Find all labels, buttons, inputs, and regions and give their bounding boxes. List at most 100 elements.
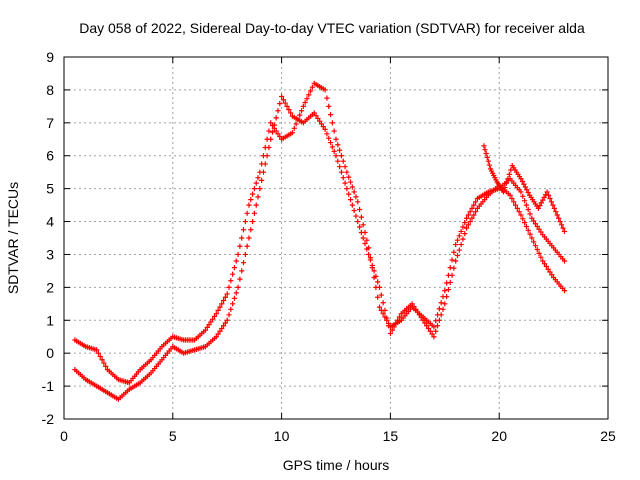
data-point — [230, 271, 236, 277]
y-tick-label: 6 — [46, 148, 54, 164]
x-tick-label: 10 — [274, 428, 290, 444]
data-point — [453, 258, 459, 264]
data-point — [384, 317, 390, 323]
data-point — [333, 136, 339, 142]
tick-labels: 0 5 10 15 20 25 -2 -1 0 1 2 3 4 5 6 7 8 9 — [42, 49, 616, 444]
data-point — [560, 225, 566, 231]
data-point — [353, 213, 359, 219]
data-point — [295, 116, 301, 123]
data-point — [509, 195, 515, 202]
data-point — [94, 347, 100, 353]
y-axis-label: SDTVAR / TECUs — [5, 182, 21, 294]
data-point — [269, 122, 276, 129]
data-point — [380, 311, 386, 317]
data-point — [471, 212, 477, 218]
data-point — [440, 294, 446, 300]
data-point — [366, 245, 372, 251]
data-point — [544, 189, 550, 195]
y-tick-label: 1 — [46, 312, 54, 328]
data-point — [454, 252, 461, 259]
data-point — [375, 294, 381, 300]
data-point — [260, 153, 267, 159]
data-point — [219, 325, 225, 332]
data-point — [297, 112, 303, 118]
data-point — [469, 205, 475, 211]
data-point — [433, 318, 439, 324]
data-point — [447, 265, 453, 271]
data-point — [237, 276, 243, 282]
data-point — [335, 158, 341, 164]
data-point — [456, 247, 462, 253]
data-point — [213, 311, 219, 317]
data-point — [97, 353, 103, 360]
data-point — [286, 107, 292, 113]
data-point — [240, 227, 247, 233]
data-point — [387, 330, 393, 337]
data-point — [520, 193, 526, 199]
data-point — [331, 148, 337, 154]
data-point — [535, 205, 541, 211]
data-point — [427, 328, 433, 334]
data-point — [224, 291, 230, 297]
data-point — [503, 180, 510, 186]
data-point — [380, 300, 386, 306]
data-point — [514, 205, 520, 211]
data-point — [518, 176, 524, 182]
data-point — [358, 214, 364, 220]
data-point — [103, 363, 109, 369]
data-point — [525, 189, 531, 196]
data-point — [462, 220, 468, 226]
data-point — [545, 266, 551, 272]
data-point — [257, 169, 263, 175]
data-point — [259, 177, 265, 184]
data-point — [507, 192, 513, 198]
data-point — [396, 314, 403, 320]
data-point — [520, 216, 526, 222]
data-point — [371, 274, 377, 281]
data-point — [547, 195, 553, 202]
data-point — [335, 142, 341, 148]
data-point — [378, 307, 384, 313]
data-point — [249, 191, 256, 197]
data-point — [356, 224, 363, 230]
series-track-a — [72, 93, 568, 402]
data-point — [529, 235, 535, 241]
data-point — [540, 258, 546, 264]
data-point — [233, 258, 239, 264]
data-point — [356, 206, 363, 213]
data-point — [467, 218, 473, 225]
data-point — [481, 143, 487, 149]
data-point — [557, 218, 563, 225]
data-point — [351, 189, 357, 195]
data-point — [264, 136, 270, 142]
data-point — [338, 153, 345, 159]
data-point — [233, 290, 239, 296]
data-point — [219, 301, 225, 307]
data-point — [253, 202, 259, 208]
data-point — [208, 319, 214, 325]
data-point — [531, 239, 537, 245]
data-point — [99, 357, 105, 363]
y-tick-label: 7 — [46, 115, 54, 131]
data-point — [239, 268, 245, 274]
data-point — [460, 236, 466, 242]
data-point — [288, 110, 294, 116]
data-point — [518, 212, 524, 218]
data-point — [525, 227, 531, 233]
grid-lines — [64, 57, 608, 419]
data-point — [313, 113, 319, 119]
data-point — [300, 103, 306, 109]
data-point — [505, 176, 511, 182]
data-point — [444, 280, 450, 286]
data-point — [324, 95, 330, 101]
data-point — [340, 158, 346, 164]
data-point — [465, 212, 471, 218]
data-point — [224, 317, 230, 323]
data-point — [304, 96, 310, 102]
data-point — [424, 323, 430, 329]
data-point — [302, 99, 308, 106]
data-point — [445, 272, 452, 278]
data-point — [545, 192, 552, 198]
data-point — [284, 103, 290, 109]
data-point — [511, 199, 517, 205]
